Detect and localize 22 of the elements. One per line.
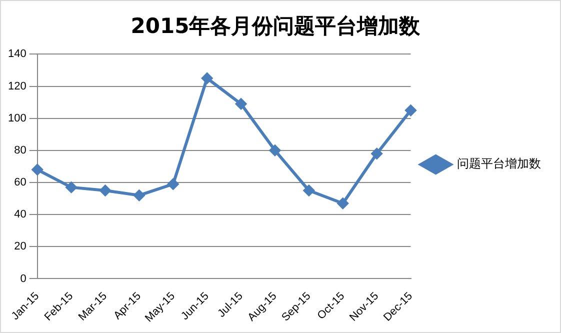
y-tick-label: 40: [14, 208, 26, 221]
point: [32, 164, 43, 176]
point: [303, 185, 314, 196]
point: [100, 185, 111, 196]
point: [66, 182, 77, 193]
point: [269, 144, 280, 156]
y-tick-label: 20: [14, 240, 26, 253]
point: [236, 98, 247, 110]
chart-title: 2015年各月份问题平台增加数: [130, 14, 422, 38]
legend-label: 问题平台增加数: [456, 156, 541, 171]
y-tick-label: 120: [8, 80, 26, 92]
y-tick-label: 100: [8, 112, 26, 124]
point: [405, 104, 416, 116]
y-tick-label: 80: [14, 144, 26, 156]
point: [202, 72, 213, 84]
y-tick-label: 0: [20, 272, 26, 285]
point: [168, 178, 179, 190]
y-tick-label: 140: [8, 48, 26, 60]
point: [134, 190, 145, 201]
point: [337, 198, 348, 209]
y-tick-label: 60: [14, 176, 26, 189]
point: [371, 148, 382, 160]
